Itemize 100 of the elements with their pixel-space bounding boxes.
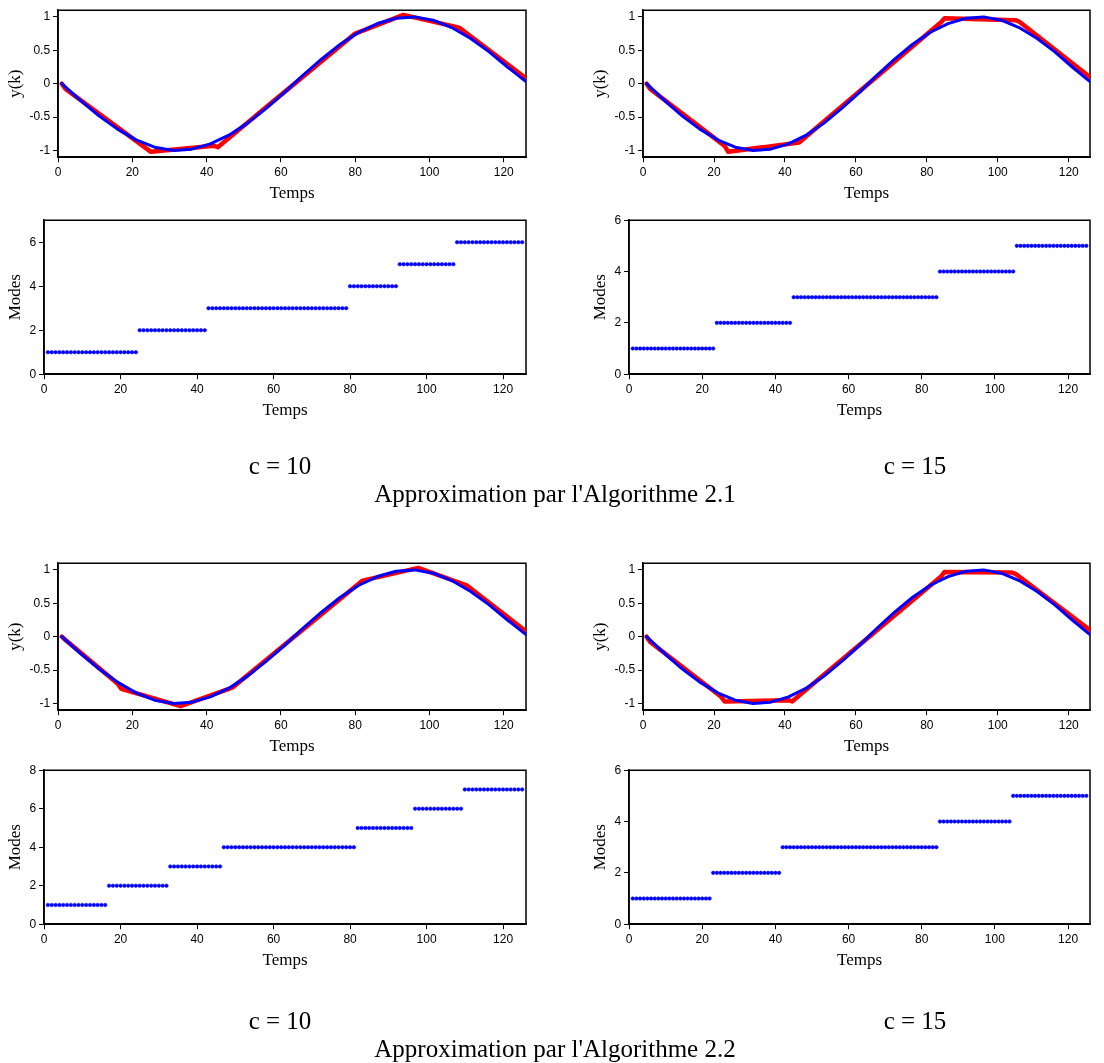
x-tick-label: 60 [274,164,288,179]
y-tick-label: 0.5 [618,42,636,57]
y-axis-title: Modes [589,274,609,321]
y-tick-label: 1 [43,9,51,24]
x-tick-label: 40 [768,381,783,396]
y-tick-label: 1 [628,562,636,577]
x-tick-label: 120 [493,717,515,732]
x-axis-title: Temps [843,736,890,756]
x-tick-label: 100 [984,381,1006,396]
x-tick-label: 100 [987,717,1009,732]
x-tick-label: 100 [419,717,440,732]
y-tick-label: -1 [39,142,51,157]
y-tick-label: 6 [29,801,37,816]
x-tick-label: 0 [639,164,647,179]
text: c = 15 [883,1007,947,1035]
x-tick-label: 100 [419,164,440,179]
y-tick-label: -0.5 [29,662,51,677]
y-tick-label: 2 [29,322,37,337]
x-tick-label: 60 [841,931,856,946]
x-tick-label: 20 [125,164,140,179]
y-tick-label: 0 [614,916,622,931]
x-tick-label: 60 [849,717,863,732]
x-tick-label: 40 [778,164,792,179]
x-axis-title: Temps [262,950,308,970]
y-axis-title: Modes [4,274,24,321]
x-axis-title: Temps [269,736,315,756]
x-tick-label: 20 [113,931,128,946]
x-tick-label: 100 [987,164,1009,179]
y-tick-label: -1 [624,695,636,710]
y-tick-label: 0.5 [33,42,51,57]
x-tick-label: 80 [915,931,929,946]
y-tick-label: 6 [29,234,37,249]
x-tick-label: 100 [984,931,1006,946]
x-tick-label: 60 [274,717,288,732]
x-tick-label: 20 [113,381,128,396]
x-tick-label: 40 [778,717,792,732]
y-tick-label: 0 [628,629,636,644]
y-tick-label: 0 [29,916,37,931]
x-tick-label: 120 [1058,931,1079,946]
x-tick-label: 120 [1058,381,1079,396]
y-tick-label: 6 [614,212,622,227]
x-tick-label: 0 [54,164,62,179]
y-tick-label: 0 [43,629,51,644]
y-tick-label: 4 [614,263,622,278]
x-tick-label: 60 [849,164,863,179]
y-axis-title: y(k) [589,622,609,651]
x-tick-label: 60 [266,381,281,396]
x-tick-label: 60 [266,931,281,946]
text: c = 10 [248,452,312,480]
x-tick-label: 40 [190,381,205,396]
x-tick-label: 120 [493,381,514,396]
y-axis-title: Modes [589,824,609,871]
text: c = 10 [248,1007,312,1035]
x-tick-label: 80 [343,381,358,396]
y-axis-title: y(k) [4,622,24,651]
x-tick-label: 80 [915,381,929,396]
y-tick-label: -0.5 [614,662,636,677]
y-tick-label: -1 [39,695,51,710]
x-tick-label: 0 [639,717,647,732]
x-axis-title: Temps [269,183,315,203]
x-tick-label: 20 [695,381,710,396]
y-tick-label: 2 [614,315,622,330]
x-tick-label: 0 [54,717,62,732]
x-axis-title: Temps [836,950,883,970]
y-tick-label: 0.5 [618,595,636,610]
x-tick-label: 120 [1058,717,1080,732]
y-tick-label: 4 [29,839,37,854]
x-axis-title: Temps [836,400,883,420]
y-tick-label: 0.5 [33,595,51,610]
y-tick-label: 6 [614,762,622,777]
x-axis-title: Temps [262,400,308,420]
y-tick-label: 2 [614,865,622,880]
x-tick-label: 120 [1058,164,1080,179]
x-tick-label: 80 [348,164,363,179]
x-tick-label: 80 [920,164,934,179]
x-tick-label: 40 [199,164,214,179]
x-tick-label: 40 [190,931,205,946]
x-tick-label: 120 [493,164,515,179]
y-tick-label: 4 [29,278,37,293]
y-axis-title: Modes [4,824,24,871]
y-tick-label: 4 [614,813,622,828]
x-tick-label: 40 [199,717,214,732]
x-axis-title: Temps [843,183,890,203]
x-tick-label: 40 [768,931,783,946]
y-tick-label: 0 [628,76,636,91]
x-tick-label: 20 [707,164,722,179]
y-tick-label: 0 [29,366,37,381]
y-tick-label: 1 [628,9,636,24]
x-tick-label: 20 [707,717,722,732]
x-tick-label: 80 [920,717,934,732]
y-tick-label: -1 [624,142,636,157]
text: Approximation par l'Algorithme 2.2 [374,1035,736,1063]
x-tick-label: 60 [841,381,856,396]
x-tick-label: 100 [416,931,437,946]
y-axis-title: y(k) [589,69,609,98]
x-tick-label: 80 [343,931,358,946]
x-tick-label: 100 [416,381,437,396]
x-tick-label: 20 [125,717,140,732]
x-tick-label: 20 [695,931,710,946]
text: c = 15 [883,452,947,480]
